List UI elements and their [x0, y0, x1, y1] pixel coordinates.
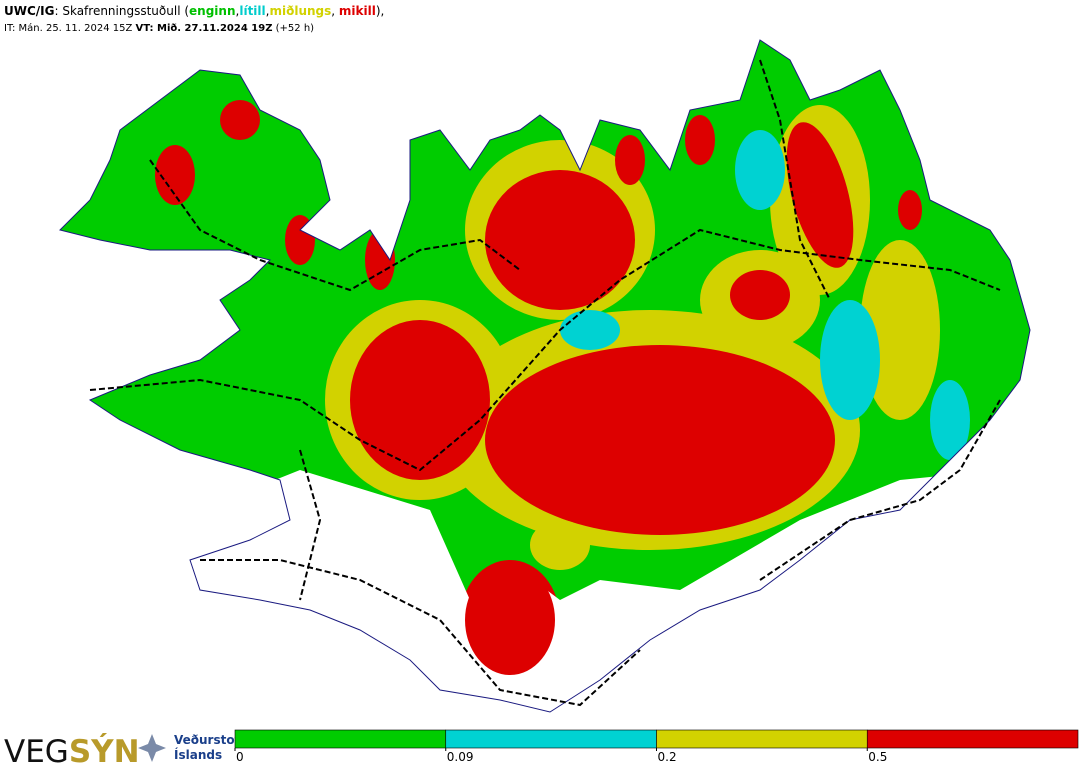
logo-vegsyn: VEGSÝN: [4, 733, 140, 766]
title-part: : Skafrenningsstuðull (: [54, 4, 189, 18]
title-part: ),: [376, 4, 385, 18]
map-subtitle: IT: Mán. 25. 11. 2024 15Z VT: Mið. 27.11…: [4, 22, 314, 34]
color-segment: [656, 729, 868, 749]
title-part: ,: [236, 4, 240, 18]
title-part: ,: [331, 4, 339, 18]
subtitle-part: VT: Mið. 27.11.2024 19Z: [136, 23, 273, 34]
legend-tick-label: 0: [236, 750, 244, 764]
legend-tick-label: 0.5: [868, 750, 887, 764]
logo-text: Íslands: [174, 747, 222, 762]
subtitle-part: IT: Mán. 25. 11. 2024 15Z: [4, 22, 136, 34]
roads: [89, 59, 1001, 707]
logo-vedur: Veðurstofa Íslands: [138, 733, 248, 762]
title-part: UWC/IG: [4, 4, 54, 18]
logo-text: VEG: [4, 734, 69, 766]
logo-text: SÝN: [69, 733, 140, 766]
title-part: ,: [266, 4, 270, 18]
legend-tick-label: 0.09: [447, 750, 474, 764]
title-part: lítill: [239, 4, 265, 18]
color-segment: [445, 729, 657, 749]
legend-tick-label: 0.2: [658, 750, 677, 764]
logo-text: Veðurstofa: [174, 733, 248, 747]
color-segment: [234, 729, 447, 749]
map-title: UWC/IG: Skafrenningsstuðull (enginn,líti…: [4, 4, 384, 18]
title-part: mikill: [339, 4, 376, 18]
subtitle-part: (+52 h): [272, 23, 314, 34]
title-part: enginn: [189, 4, 235, 18]
title-part: miðlungs: [269, 4, 331, 18]
color-legend: 0 0.09 0.2 0.5: [234, 729, 1079, 764]
color-segment: [866, 729, 1079, 749]
